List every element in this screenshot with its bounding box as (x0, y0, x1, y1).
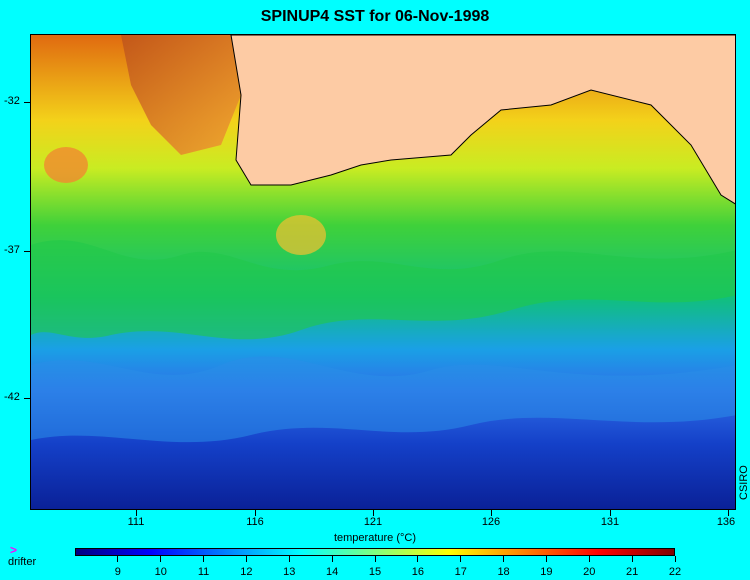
colorbar-tick-label: 11 (197, 566, 210, 578)
colorbar-tick-label: 9 (114, 566, 121, 578)
lon-label: 136 (716, 516, 736, 528)
colorbar-title: temperature (°C) (333, 532, 417, 544)
lon-tick (610, 510, 611, 516)
colorbar-tick-label: 10 (154, 566, 167, 578)
lat-tick (24, 102, 30, 103)
sst-map[interactable] (30, 34, 736, 510)
lat-label: -42 (4, 391, 20, 403)
colorbar-tick (117, 556, 119, 562)
colorbar-tick (588, 556, 590, 562)
map-title: SPINUP4 SST for 06-Nov-1998 (260, 8, 490, 25)
colorbar-tick-label: 18 (497, 566, 510, 578)
colorbar-tick-label: 22 (668, 566, 682, 578)
colorbar-tick (631, 556, 633, 562)
lon-tick (373, 510, 374, 516)
colorbar-tick-label: 21 (626, 566, 639, 578)
lon-label: 111 (127, 516, 145, 528)
colorbar-tick (460, 556, 462, 562)
colorbar-tick-label: 13 (283, 566, 296, 578)
colorbar-tick (288, 556, 290, 562)
colorbar-tick (374, 556, 376, 562)
colorbar-tick-label: 12 (240, 566, 253, 578)
colorbar-tick-label: 14 (326, 566, 339, 578)
lat-label: -37 (4, 244, 20, 256)
colorbar-tick-label: 17 (454, 566, 467, 578)
lon-label: 121 (363, 516, 383, 528)
lat-tick (24, 398, 30, 399)
drifter-label: drifter (8, 556, 37, 568)
colorbar-tick-label: 20 (583, 566, 596, 578)
credit-label: CSIRO (738, 465, 750, 500)
colorbar-tick (203, 556, 205, 562)
colorbar-tick (160, 556, 162, 562)
sst-field (31, 35, 735, 509)
lon-tick (136, 510, 137, 516)
lon-label: 126 (481, 516, 501, 528)
land-mass (230, 35, 735, 205)
lon-tick (728, 510, 729, 516)
lon-tick (491, 510, 492, 516)
lon-tick (255, 510, 256, 516)
lat-label: -32 (4, 95, 20, 107)
colorbar-ticks (75, 556, 676, 562)
colorbar-tick (245, 556, 247, 562)
colorbar-tick (331, 556, 333, 562)
colorbar-tick (545, 556, 547, 562)
colorbar-tick (417, 556, 419, 562)
colorbar-tick (674, 556, 676, 562)
colorbar-tick-label: 15 (368, 566, 382, 578)
drifter-icon: > (10, 543, 18, 557)
colorbar-tick (503, 556, 505, 562)
colorbar-tick-label: 16 (411, 566, 424, 578)
colorbar-tick-label: 19 (540, 566, 553, 578)
lon-label: 131 (600, 516, 620, 528)
colorbar (75, 548, 675, 556)
lat-tick (24, 251, 30, 252)
lon-label: 116 (246, 516, 264, 528)
